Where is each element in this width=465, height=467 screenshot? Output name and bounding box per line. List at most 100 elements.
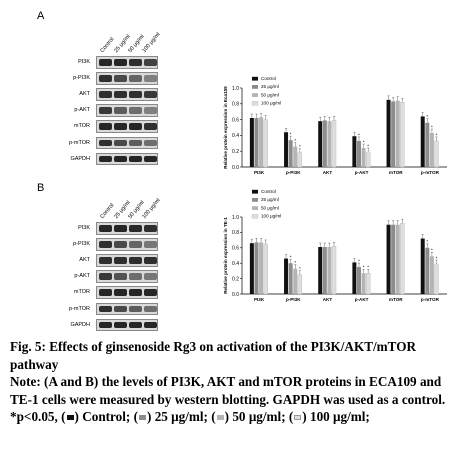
y-tick-label: 0.8 [232,102,239,108]
significance-star: * [426,114,428,119]
bar [254,242,259,294]
bar [259,242,264,294]
bar [318,247,323,294]
blot-row-label: mTOR [73,123,90,130]
bar [331,246,337,295]
blot-row-label: p-AKT [74,273,90,280]
blot-strip [96,302,158,315]
blot-band [113,273,127,280]
blot-band [143,225,157,232]
bar [297,152,302,168]
blot-band [98,273,112,280]
lane-label: 100 μg/ml [141,197,162,220]
blot-band [113,75,127,82]
significance-star: * [363,139,365,144]
y-tick-label: 0.0 [232,292,239,298]
significance-star: * [294,260,296,265]
blot-band [128,321,142,329]
x-tick-label: AKT [323,297,333,302]
blot-row-label: p-PI3K [73,241,90,248]
y-tick-label: 0.2 [232,149,239,155]
x-tick-label: PI3K [254,170,265,175]
blot-row-label: GAPDH [70,155,90,162]
blot-band [98,305,112,312]
bar [297,274,302,295]
significance-star: * [367,143,369,148]
blot-strip [96,152,158,166]
blot-band [98,59,112,66]
western-blot-a: Control 25 μg/ml 50 μg/ml 100 μg/ml PI3K p-PI… [50,22,170,166]
blot-band [143,273,157,280]
blot-band [113,241,127,248]
blot-band [98,257,112,264]
x-tick-label: PI3K [254,297,265,302]
blot-band [128,123,142,130]
blot-band [143,289,157,296]
blot-band [143,257,157,264]
significance-star: * [294,138,296,143]
bar [249,118,254,167]
legend-swatch [251,214,259,219]
x-tick-label: p-PI3K [286,297,301,302]
caption-50-label: ) 50 μg/ml; ( [224,409,294,424]
legend-swatch [252,93,258,97]
legend-label: 25 μg/ml [261,197,279,202]
blot-band [98,241,112,248]
bar [420,116,425,167]
y-tick-label: 0.6 [232,117,239,123]
blot-row-label: p-mTOR [69,139,90,146]
x-tick-label: p-AKT [355,297,369,302]
blot-row-label: mTOR [73,289,90,296]
blot-band [128,91,142,98]
blot-band [113,139,127,146]
legend-swatch [252,85,258,89]
legend-swatch [252,189,258,194]
bar [386,224,391,294]
blot-strip [96,222,158,235]
bar [293,268,298,294]
blot-band [143,241,157,248]
legend-swatch-control [66,415,74,421]
bar [322,120,327,167]
significance-star: * [299,266,301,271]
bar [395,224,400,294]
significance-star: * [367,265,369,270]
bar [391,224,396,294]
blot-band [128,75,142,82]
bar [425,122,430,167]
significance-star: * [358,258,360,263]
western-blot-b: Control 25 μg/ml 50 μg/ml 100 μg/ml PI3K p-PI… [50,188,170,332]
blot-band [143,155,157,163]
blot-band [113,305,127,312]
bar [288,263,293,294]
significance-star: * [431,248,433,253]
bar-chart-a: 0.0 0.2 0.4 0.6 0.8 1.0 Relative protein expre… [223,76,447,175]
bar [356,267,361,294]
caption-25-label: ) 25 μg/ml; ( [147,409,216,424]
blot-band [128,273,142,280]
bar [263,243,268,295]
blot-strip [96,104,158,117]
blot-strip [96,88,158,101]
blot-band [143,75,157,82]
legend-label: 50 μg/ml [261,205,279,210]
blot-band [113,289,127,296]
bar [352,136,357,167]
x-tick-label: mTOR [389,170,403,175]
blot-strip [96,238,158,251]
blot-band [128,305,142,312]
blot-band [98,289,112,296]
lane-label: Control [99,36,116,54]
blot-band [128,289,142,296]
blot-band [98,155,112,163]
y-tick-label: 0.0 [232,165,239,171]
legend-label: 50 μg/ml [261,92,279,97]
bar [434,140,439,168]
significance-star: * [290,255,292,260]
blot-band [128,257,142,264]
bar [331,120,337,168]
panel-letter-b: B [37,182,45,194]
bar [293,146,298,167]
blot-strip [96,254,158,267]
legend-swatch-25 [139,415,146,421]
